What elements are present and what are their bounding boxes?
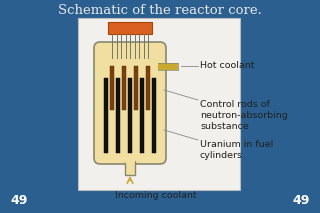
Text: Uranium in fuel
cylinders: Uranium in fuel cylinders bbox=[200, 140, 273, 160]
Bar bbox=[104, 78, 108, 153]
Text: 49: 49 bbox=[10, 194, 28, 207]
Text: Control rods of
neutron-absorbing
substance: Control rods of neutron-absorbing substa… bbox=[200, 100, 288, 131]
Bar bbox=[125, 161, 135, 175]
Text: Schematic of the reactor core.: Schematic of the reactor core. bbox=[58, 4, 262, 17]
Bar bbox=[134, 66, 138, 110]
Bar bbox=[110, 66, 114, 110]
Text: Hot coolant: Hot coolant bbox=[200, 62, 254, 71]
Bar bbox=[122, 66, 126, 110]
Bar bbox=[116, 78, 120, 153]
Bar bbox=[128, 78, 132, 153]
Bar bbox=[152, 78, 156, 153]
Bar bbox=[78, 18, 240, 190]
Text: Incoming coolant: Incoming coolant bbox=[115, 191, 196, 200]
FancyBboxPatch shape bbox=[94, 42, 166, 164]
Text: 49: 49 bbox=[292, 194, 310, 207]
Bar bbox=[146, 66, 150, 110]
Bar bbox=[140, 78, 144, 153]
Bar bbox=[125, 156, 135, 163]
Bar bbox=[158, 62, 178, 69]
Bar bbox=[108, 22, 152, 34]
